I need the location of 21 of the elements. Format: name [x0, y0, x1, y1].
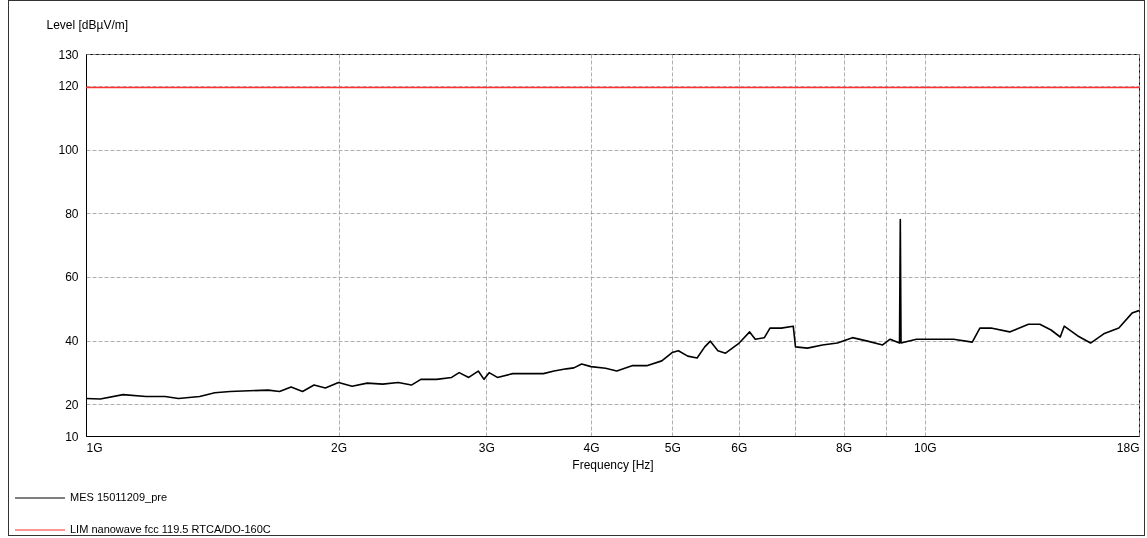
y-tick-label: 40 [65, 334, 79, 348]
y-tick-label: 100 [58, 143, 79, 157]
x-axis-title: Frequency [Hz] [572, 457, 654, 472]
x-tick-label: 10G [914, 440, 937, 455]
y-tick-label: 10 [65, 429, 79, 444]
y-axis-title: Level [dBµV/m] [46, 17, 129, 32]
x-tick-label: 1G [86, 440, 103, 455]
y-tick-label: 120 [58, 79, 79, 94]
y-tick-label: 80 [65, 206, 79, 221]
x-tick-label: 18G [1116, 440, 1140, 455]
x-tick-label: 4G [583, 440, 600, 455]
y-tick-label: 60 [65, 270, 79, 285]
legend-label: LIM nanowave fcc 119.5 RTCA/DO-160C [70, 523, 271, 535]
y-tick-label: 20 [65, 397, 79, 412]
x-tick-label: 5G [664, 440, 681, 455]
x-tick-label: 3G [478, 440, 495, 455]
x-tick-label: 6G [731, 440, 748, 455]
y-tick-label: 130 [58, 47, 79, 62]
x-tick-label: 8G [836, 440, 853, 455]
x-tick-label: 2G [331, 440, 348, 455]
legend-label: MES 15011209_pre [70, 491, 168, 503]
